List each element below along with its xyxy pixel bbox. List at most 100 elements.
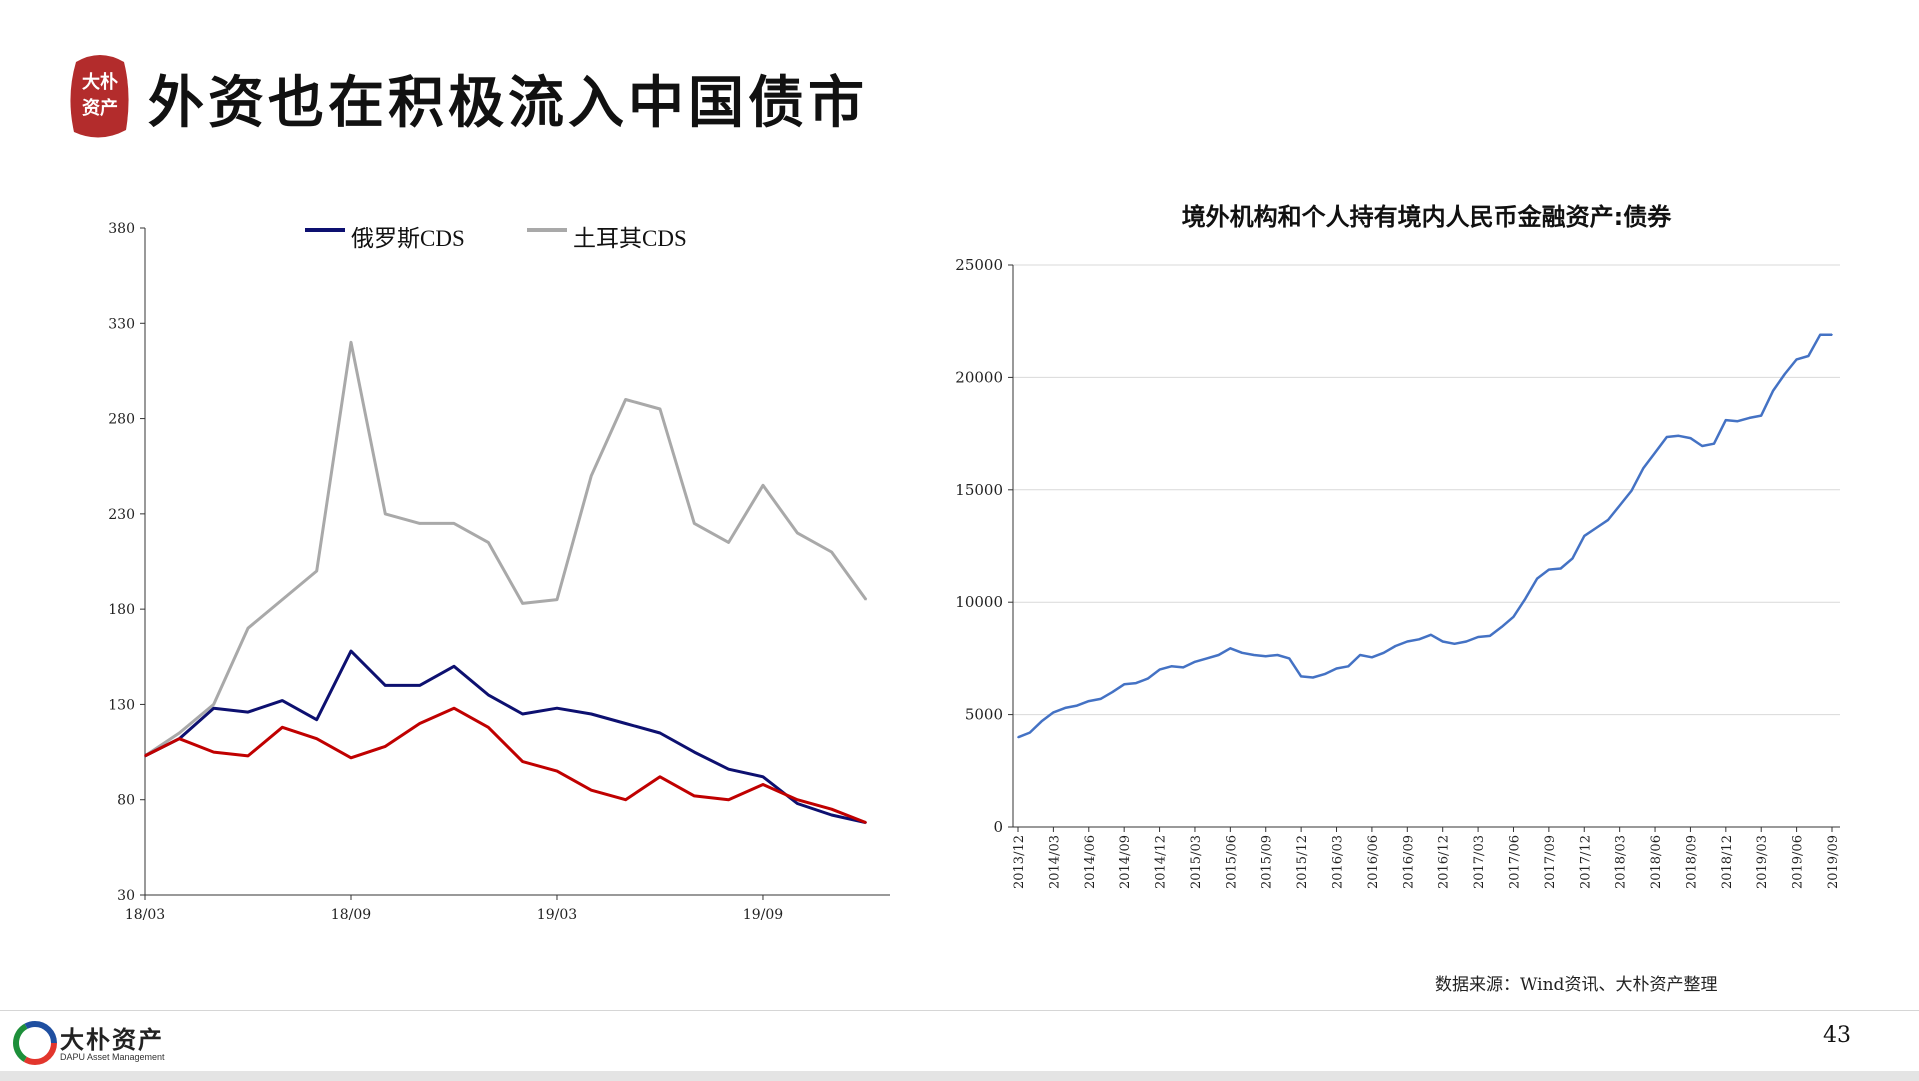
red-cds-point xyxy=(590,789,593,791)
turkey-cds-point xyxy=(830,551,833,553)
bonds-y-tick-label: 25000 xyxy=(955,256,1003,274)
bonds-x-tick-label: 2017/12 xyxy=(1578,835,1593,889)
russia-cds-point xyxy=(384,684,387,687)
bonds-holdings-point xyxy=(1040,720,1043,723)
red-cds-point xyxy=(556,770,558,772)
bonds-holdings-point xyxy=(1394,645,1397,647)
bonds-holdings-point xyxy=(1088,700,1090,702)
bonds-chart-title: 境外机构和个人持有境内人民币金融资产:债券 xyxy=(1182,203,1673,231)
bonds-holdings-point xyxy=(1241,652,1243,654)
bonds-holdings-point xyxy=(1453,643,1456,645)
russia-cds-point xyxy=(315,718,318,721)
bonds-holdings-point xyxy=(1335,667,1338,670)
bonds-y-tick-label: 10000 xyxy=(955,593,1003,611)
bonds-holdings-point xyxy=(1288,657,1291,660)
bonds-holdings-point xyxy=(1406,640,1409,643)
bonds-holdings-point xyxy=(1807,355,1810,357)
bonds-holdings-point xyxy=(1300,675,1302,678)
red-cds-point xyxy=(762,783,764,786)
russia-cds-point xyxy=(350,650,352,652)
bonds-x-tick-label: 2015/03 xyxy=(1189,835,1204,889)
bonds-holdings-point xyxy=(1666,436,1668,438)
bonds-holdings-point xyxy=(1595,527,1597,529)
bonds-holdings-point xyxy=(1583,535,1586,537)
turkey-cds-point xyxy=(727,541,730,544)
bonds-y-tick-label: 15000 xyxy=(955,481,1003,499)
russia-cds-point xyxy=(487,694,490,696)
bonds-holdings-point xyxy=(1736,420,1739,423)
red-cds-point xyxy=(281,726,284,729)
bonds-x-tick-label: 2014/06 xyxy=(1083,835,1098,889)
russia-cds-point xyxy=(659,732,661,734)
turkey-cds-point xyxy=(556,598,558,601)
bonds-holdings-point xyxy=(1689,437,1692,439)
bonds-holdings-line xyxy=(1017,333,1832,739)
bonds-holdings-point xyxy=(1784,373,1786,375)
russia-cds-point xyxy=(830,814,833,816)
bonds-holdings-point xyxy=(1748,417,1751,419)
russia-cds-line xyxy=(144,649,867,825)
bonds-x-tick-label: 2017/06 xyxy=(1507,835,1522,889)
red-cds-point xyxy=(212,751,215,753)
russia-cds-point xyxy=(453,665,455,668)
cds-x-tick-label: 19/03 xyxy=(537,907,577,923)
bonds-holdings-point xyxy=(1760,414,1762,417)
turkey-cds-point xyxy=(453,522,455,525)
bonds-x-tick-label: 2018/03 xyxy=(1614,835,1629,889)
turkey-cds-point xyxy=(315,570,318,572)
legend-turkey-label: 土耳其CDS xyxy=(573,226,687,251)
bonds-x-tick-label: 2016/03 xyxy=(1331,835,1346,889)
bonds-holdings-point xyxy=(1170,665,1173,668)
bonds-x-tick-label: 2016/09 xyxy=(1401,835,1416,889)
bonds-holdings-point xyxy=(1253,654,1255,656)
bonds-holdings-point xyxy=(1264,655,1267,657)
cds-y-tick-label: 180 xyxy=(108,602,135,618)
russia-cds-point xyxy=(247,711,249,713)
red-cds-point xyxy=(727,798,730,801)
red-cds-line xyxy=(144,706,867,824)
bonds-holdings-point xyxy=(1512,616,1515,618)
bonds-holdings-point xyxy=(1772,390,1774,392)
bonds-holdings-point xyxy=(1536,577,1538,580)
bonds-x-tick-label: 2015/12 xyxy=(1295,835,1310,889)
russia-cds-point xyxy=(521,713,524,715)
bonds-holdings-point xyxy=(1524,598,1527,600)
bonds-holdings-point xyxy=(1713,442,1715,445)
charts-canvas: 30 80 130 180 230 280 330 380 18/03 18/09 19/03 19/… xyxy=(108,203,1841,923)
bonds-holdings-point xyxy=(1312,676,1314,679)
turkey-cds-line xyxy=(144,340,868,758)
russia-cds-point xyxy=(762,776,764,778)
data-source-note: 数据来源：Wind资讯、大朴资产整理 xyxy=(1435,975,1718,995)
red-cds-point xyxy=(624,798,627,801)
bonds-holdings-point xyxy=(1642,467,1644,470)
footer-brand: 大朴资产 xyxy=(60,1026,164,1054)
turkey-cds-point xyxy=(281,598,284,601)
turkey-cds-point xyxy=(590,474,593,477)
bonds-y-tick-label: 0 xyxy=(993,818,1003,836)
bonds-holdings-point xyxy=(1654,451,1656,454)
red-cds-point xyxy=(796,798,799,801)
bonds-holdings-point xyxy=(1064,707,1066,709)
bonds-x-tick-label: 2015/06 xyxy=(1224,835,1239,889)
turkey-cds-point xyxy=(762,484,764,487)
turkey-cds-point xyxy=(865,598,867,601)
cds-y-tick-label: 330 xyxy=(108,316,135,332)
cds-y-tick-label: 380 xyxy=(108,221,135,237)
bonds-x-tick-label: 2019/06 xyxy=(1791,835,1806,889)
bonds-holdings-point xyxy=(1607,519,1609,521)
bonds-x-tick-label: 2014/03 xyxy=(1047,835,1062,889)
cds-x-tick-label: 18/09 xyxy=(331,907,371,923)
red-cds-point xyxy=(830,808,833,810)
red-cds-point xyxy=(418,722,421,725)
page-title: 外资也在积极流入中国债市 xyxy=(148,71,868,136)
bonds-holdings-point xyxy=(1500,626,1503,628)
bonds-holdings-point xyxy=(1276,654,1279,656)
bonds-holdings-point xyxy=(1441,640,1444,643)
bonds-holdings-point xyxy=(1147,677,1149,680)
russia-cds-point xyxy=(590,713,593,715)
bonds-holdings-point xyxy=(1819,333,1821,336)
bonds-x-tick-label: 2017/09 xyxy=(1543,835,1558,889)
cds-x-tick-label: 19/09 xyxy=(743,907,783,923)
bonds-holdings-point xyxy=(1017,736,1019,739)
turkey-cds-point xyxy=(693,522,696,525)
